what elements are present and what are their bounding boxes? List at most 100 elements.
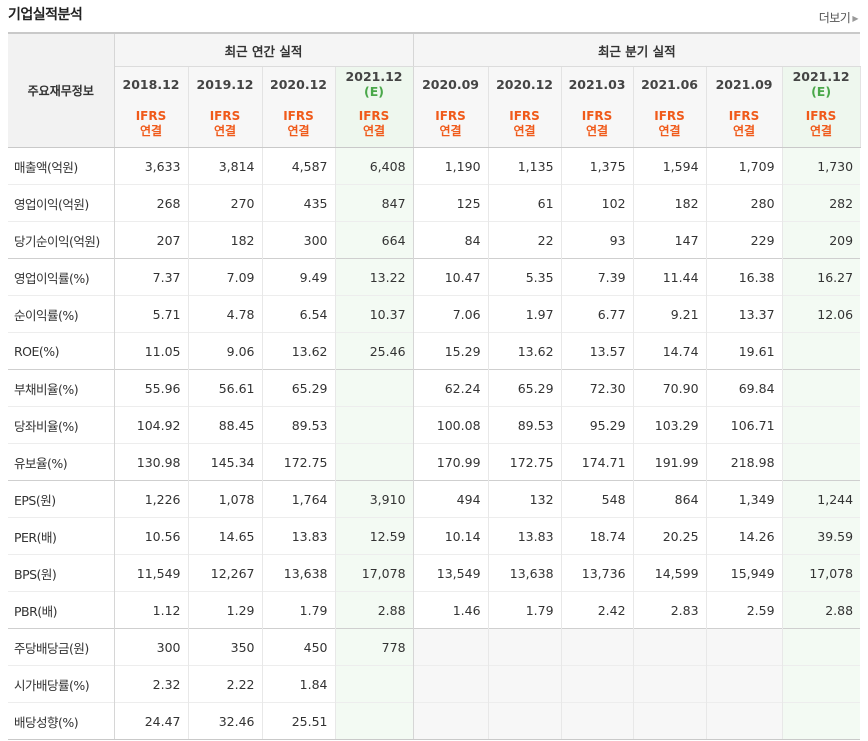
value-cell: 1.79	[488, 591, 562, 629]
value-cell: 93	[561, 221, 634, 259]
value-cell: 282	[782, 184, 861, 222]
period-header: 2020.12	[488, 66, 562, 101]
value-cell: 13.57	[561, 332, 634, 370]
value-cell: 268	[114, 184, 189, 222]
value-cell: 5.35	[488, 258, 562, 296]
value-cell: 4.78	[188, 295, 263, 333]
row-label: 시가배당률(%)	[8, 665, 115, 703]
value-cell: 548	[561, 480, 634, 518]
value-cell	[335, 665, 414, 703]
value-cell: 19.61	[706, 332, 783, 370]
value-cell: 102	[561, 184, 634, 222]
basis-consolidated: 연결	[287, 124, 310, 138]
value-cell: 62.24	[413, 369, 489, 407]
value-cell: 1.29	[188, 591, 263, 629]
basis-label: IFRS 연결	[413, 101, 489, 148]
value-cell: 1.46	[413, 591, 489, 629]
value-cell: 218.98	[706, 443, 783, 481]
item-header: 주요재무정보	[8, 32, 115, 148]
value-cell: 13,736	[561, 554, 634, 592]
table-row: ROE(%) 11.05 9.06 13.62 25.46 15.29 13.62 13.57…	[8, 332, 861, 370]
basis-label: IFRS 연결	[188, 101, 263, 148]
value-cell: 10.37	[335, 295, 414, 333]
value-cell: 847	[335, 184, 414, 222]
basis-ifrs: IFRS	[509, 109, 540, 123]
table-row: 유보율(%) 130.98 145.34 172.75 170.99 172.75 174.…	[8, 443, 861, 481]
more-label: 더보기	[818, 11, 851, 25]
basis-label: IFRS 연결	[561, 101, 634, 148]
value-cell: 229	[706, 221, 783, 259]
value-cell: 1.12	[114, 591, 189, 629]
value-cell	[488, 665, 562, 703]
value-cell: 72.30	[561, 369, 634, 407]
value-cell: 2.88	[335, 591, 414, 629]
basis-consolidated: 연결	[513, 124, 536, 138]
value-cell: 16.38	[706, 258, 783, 296]
value-cell: 69.84	[706, 369, 783, 407]
value-cell: 32.46	[188, 702, 263, 740]
basis-ifrs: IFRS	[358, 109, 390, 123]
value-cell	[561, 628, 634, 666]
chevron-right-icon: ▶	[852, 14, 858, 23]
row-label: BPS(원)	[8, 554, 115, 592]
value-cell: 270	[188, 184, 263, 222]
value-cell: 84	[413, 221, 489, 259]
period-header: 2021.09	[706, 66, 783, 101]
row-label: 매출액(억원)	[8, 147, 115, 185]
value-cell: 95.29	[561, 406, 634, 444]
value-cell: 1,226	[114, 480, 189, 518]
value-cell: 170.99	[413, 443, 489, 481]
value-cell: 435	[262, 184, 336, 222]
value-cell	[335, 406, 414, 444]
value-cell: 1.79	[262, 591, 336, 629]
value-cell: 11.05	[114, 332, 189, 370]
value-cell: 280	[706, 184, 783, 222]
value-cell: 6,408	[335, 147, 414, 185]
value-cell: 25.51	[262, 702, 336, 740]
basis-consolidated: 연결	[362, 124, 386, 138]
basis-ifrs: IFRS	[654, 109, 685, 123]
value-cell: 174.71	[561, 443, 634, 481]
value-cell	[782, 406, 861, 444]
value-cell: 132	[488, 480, 562, 518]
value-cell: 15,949	[706, 554, 783, 592]
value-cell: 14,599	[633, 554, 707, 592]
value-cell: 191.99	[633, 443, 707, 481]
value-cell: 16.27	[782, 258, 861, 296]
value-cell: 2.88	[782, 591, 861, 629]
value-cell	[706, 702, 783, 740]
value-cell: 1,764	[262, 480, 336, 518]
basis-ifrs: IFRS	[135, 109, 167, 123]
value-cell	[633, 628, 707, 666]
value-cell: 70.90	[633, 369, 707, 407]
value-cell: 12.59	[335, 517, 414, 555]
table-row: 영업이익(억원) 268 270 435 847 125 61 102 182 280 282	[8, 184, 861, 222]
row-label: 유보율(%)	[8, 443, 115, 481]
value-cell: 207	[114, 221, 189, 259]
row-label: 주당배당금(원)	[8, 628, 115, 666]
row-label: 부채비율(%)	[8, 369, 115, 407]
basis-label: IFRS 연결	[114, 101, 189, 148]
basis-consolidated: 연결	[732, 124, 756, 138]
value-cell: 5.71	[114, 295, 189, 333]
value-cell: 18.74	[561, 517, 634, 555]
value-cell	[706, 665, 783, 703]
table-row: PER(배) 10.56 14.65 13.83 12.59 10.14 13.83 18.7…	[8, 517, 861, 555]
value-cell	[782, 665, 861, 703]
value-cell: 13.62	[488, 332, 562, 370]
more-link[interactable]: 더보기 ▶	[818, 9, 859, 26]
table-row: 당기순이익(억원) 207 182 300 664 84 22 93 147 229 209	[8, 221, 861, 259]
value-cell: 9.49	[262, 258, 336, 296]
value-cell: 2.42	[561, 591, 634, 629]
value-cell: 778	[335, 628, 414, 666]
period-header: 2020.09	[413, 66, 489, 101]
value-cell: 4,587	[262, 147, 336, 185]
value-cell	[782, 628, 861, 666]
row-label: 영업이익률(%)	[8, 258, 115, 296]
basis-consolidated: 연결	[585, 124, 609, 138]
value-cell: 89.53	[488, 406, 562, 444]
value-cell: 7.06	[413, 295, 489, 333]
value-cell: 6.77	[561, 295, 634, 333]
value-cell: 1,594	[633, 147, 707, 185]
value-cell	[782, 332, 861, 370]
